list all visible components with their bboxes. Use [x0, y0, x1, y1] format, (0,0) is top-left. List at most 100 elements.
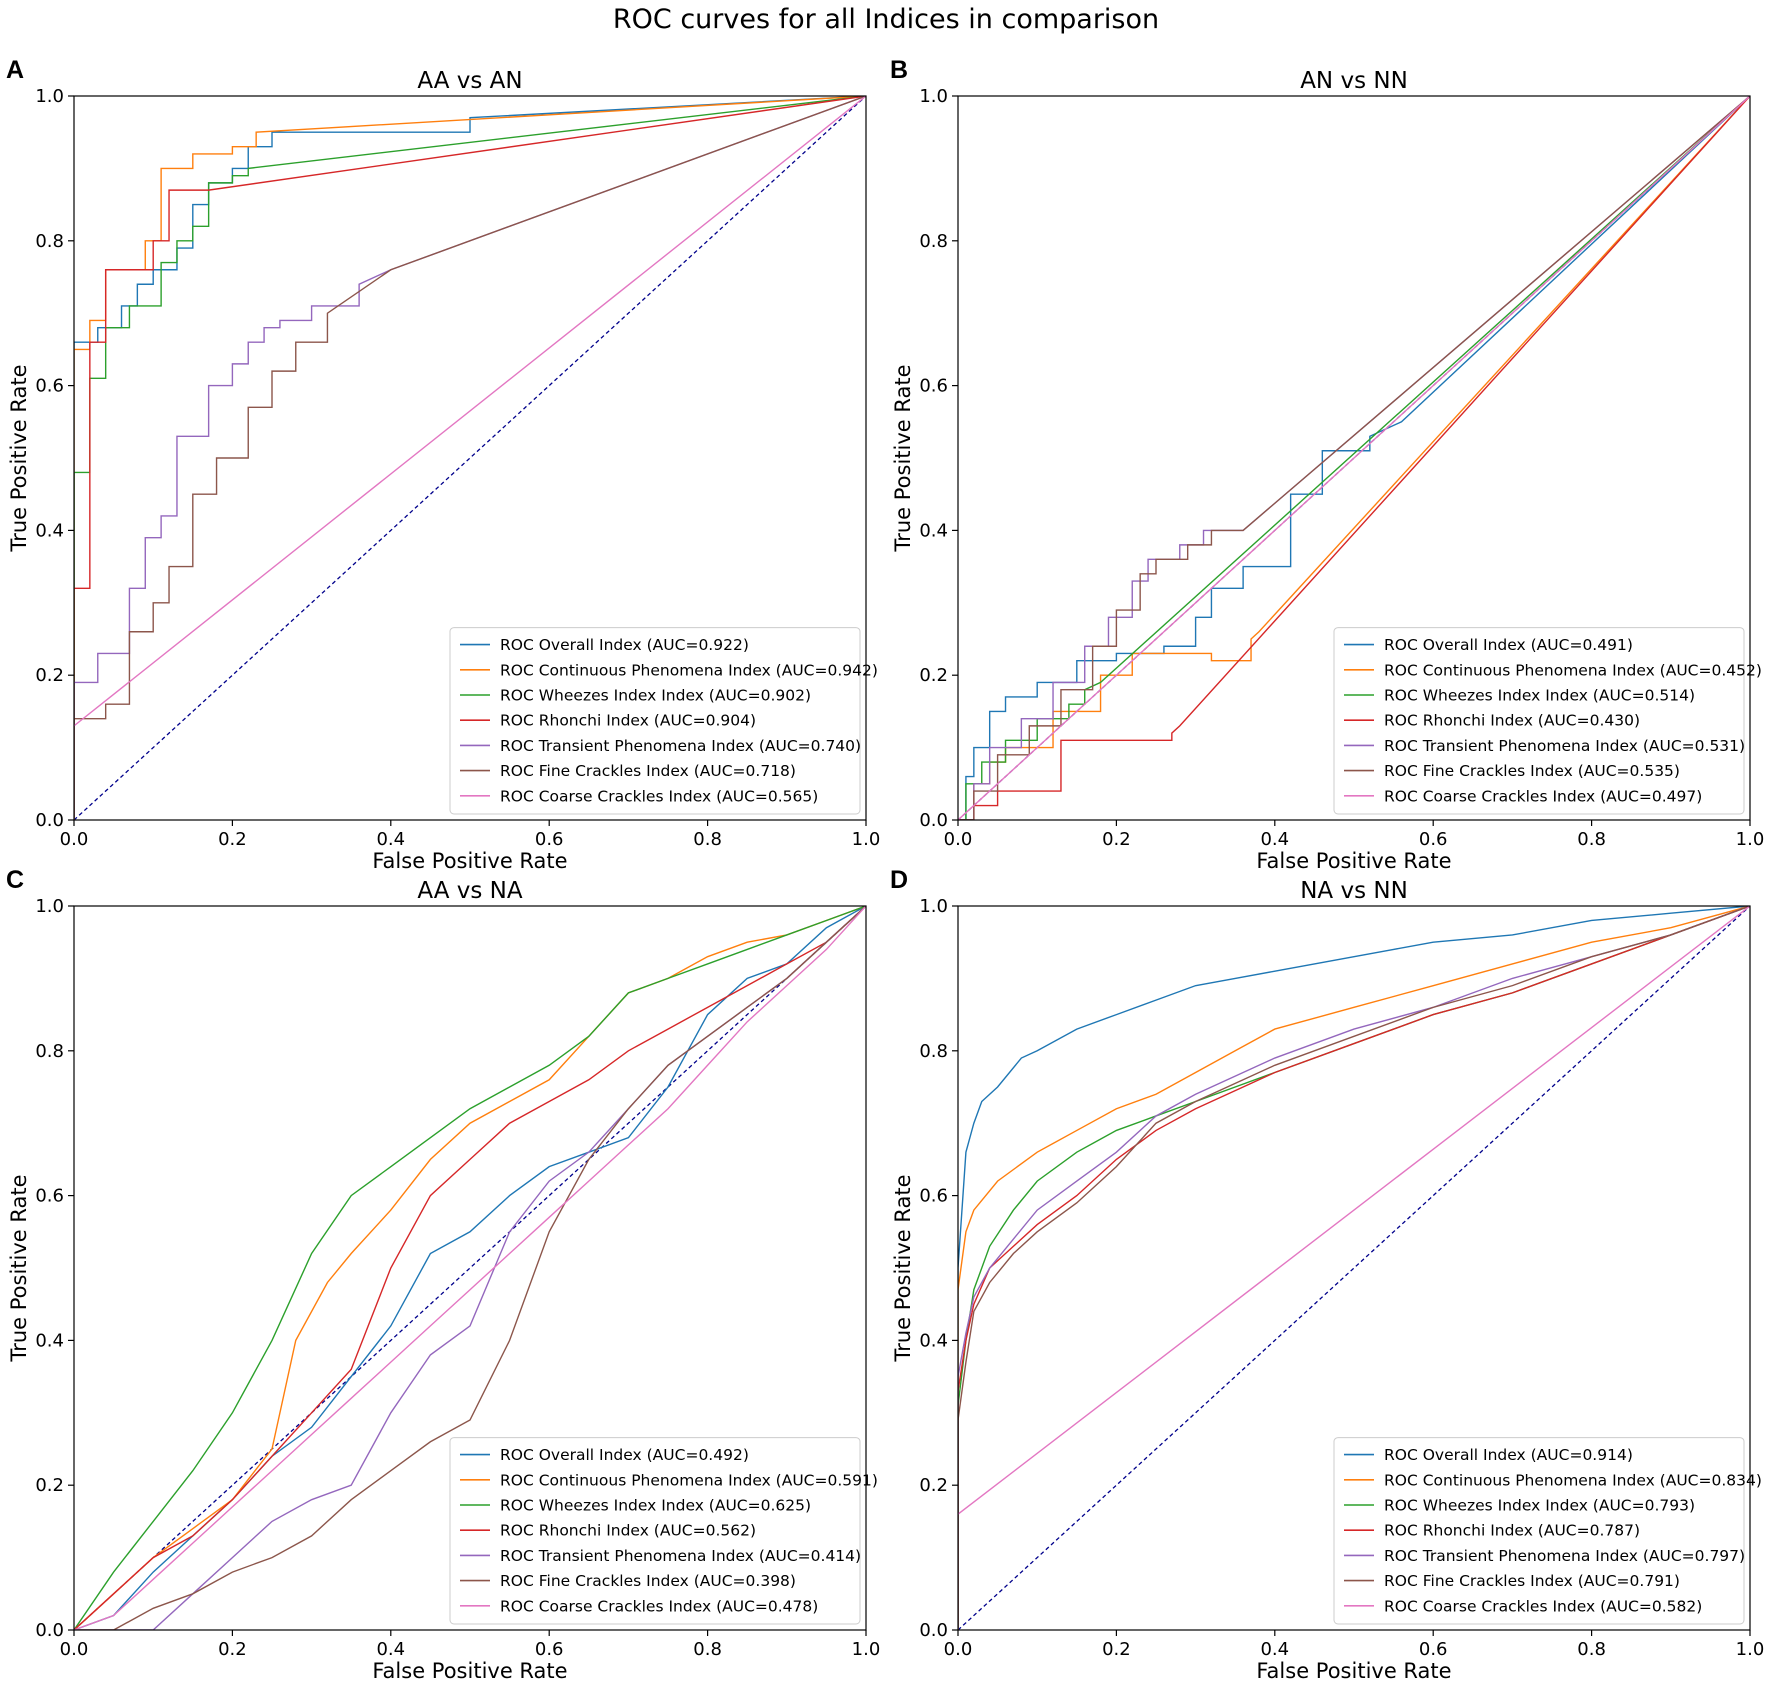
x-axis-label: False Positive Rate [372, 849, 567, 873]
legend-label: ROC Fine Crackles Index (AUC=0.718) [500, 762, 796, 780]
legend-label: ROC Coarse Crackles Index (AUC=0.497) [1384, 787, 1702, 805]
panel-c: C AA vs NA 0.0 0.2 0.4 0.6 0.8 1.0 0.0 0.2 0.4 0.6 0… [6, 866, 880, 1683]
legend-label: ROC Rhonchi Index (AUC=0.562) [500, 1522, 756, 1540]
y-tick-label: 0.0 [919, 810, 948, 831]
legend-label: ROC Rhonchi Index (AUC=0.904) [500, 712, 756, 730]
y-tick-label: 1.0 [919, 86, 948, 107]
chart-title: NA vs NN [1300, 878, 1408, 904]
y-tick-label: 0.0 [35, 810, 64, 831]
x-tick-label: 0.8 [1577, 829, 1606, 850]
panel-letter: D [890, 866, 908, 894]
legend-label: ROC Continuous Phenomena Index (AUC=0.94… [500, 661, 878, 679]
legend: ROC Overall Index (AUC=0.492) ROC Continu… [449, 1437, 878, 1625]
x-tick-label: 0.4 [376, 1639, 405, 1660]
chart-title: AA vs NA [417, 878, 523, 904]
x-tick-label: 0.6 [535, 829, 564, 850]
x-tick-label: 0.4 [376, 829, 405, 850]
x-tick-label: 0.0 [944, 829, 973, 850]
legend-label: ROC Transient Phenomena Index (AUC=0.740… [500, 737, 861, 755]
y-tick-label: 1.0 [919, 896, 948, 917]
panel-letter: C [6, 866, 24, 894]
y-tick-label: 1.0 [35, 896, 64, 917]
y-tick-label: 0.8 [919, 231, 948, 252]
y-tick-label: 0.2 [919, 1475, 948, 1496]
y-tick-label: 0.6 [919, 376, 948, 397]
legend-label: ROC Coarse Crackles Index (AUC=0.478) [500, 1597, 818, 1615]
y-tick-label: 0.8 [35, 231, 64, 252]
y-tick-label: 1.0 [35, 86, 64, 107]
x-axis-label: False Positive Rate [1256, 849, 1451, 873]
series-line-coarse [958, 906, 1750, 1515]
series-line-coarse [74, 96, 866, 727]
legend-label: ROC Rhonchi Index (AUC=0.787) [1384, 1522, 1640, 1540]
legend-label: ROC Overall Index (AUC=0.491) [1384, 636, 1633, 654]
x-axis-label: False Positive Rate [372, 1659, 567, 1683]
y-tick-label: 0.2 [35, 1475, 64, 1496]
y-tick-label: 0.2 [919, 665, 948, 686]
series-line-fine [74, 906, 866, 1630]
y-axis-label: True Positive Rate [891, 1174, 915, 1362]
x-tick-label: 0.8 [693, 829, 722, 850]
legend-label: ROC Coarse Crackles Index (AUC=0.582) [1384, 1597, 1702, 1615]
legend-label: ROC Continuous Phenomena Index (AUC=0.83… [1384, 1471, 1762, 1489]
panel-b: B AN vs NN 0.0 0.2 0.4 0.6 0.8 1.0 0.0 0.2 0.4 0.6 0… [890, 56, 1764, 873]
y-axis-label: True Positive Rate [891, 364, 915, 552]
legend-box [1333, 627, 1745, 815]
x-tick-label: 1.0 [1736, 829, 1765, 850]
panel-letter: B [890, 56, 908, 84]
series-line-coarse [74, 906, 866, 1630]
legend-label: ROC Rhonchi Index (AUC=0.430) [1384, 712, 1640, 730]
legend-box [1333, 1437, 1745, 1625]
legend-label: ROC Fine Crackles Index (AUC=0.535) [1384, 762, 1680, 780]
x-tick-label: 0.0 [60, 829, 89, 850]
panel-letter: A [6, 56, 24, 84]
chance-diagonal [958, 906, 1750, 1630]
legend: ROC Overall Index (AUC=0.922) ROC Continu… [449, 627, 878, 815]
series-line-rhonchi [74, 906, 866, 1630]
y-tick-label: 0.4 [35, 520, 64, 541]
y-tick-label: 0.4 [919, 520, 948, 541]
y-tick-label: 0.2 [35, 665, 64, 686]
x-tick-label: 0.4 [1260, 829, 1289, 850]
series-line-transient [74, 96, 866, 820]
y-tick-label: 0.4 [35, 1330, 64, 1351]
y-tick-label: 0.6 [35, 376, 64, 397]
x-tick-label: 0.2 [218, 829, 247, 850]
x-tick-label: 0.4 [1260, 1639, 1289, 1660]
x-tick-label: 0.6 [1419, 829, 1448, 850]
y-axis-label: True Positive Rate [7, 364, 31, 552]
legend-label: ROC Continuous Phenomena Index (AUC=0.59… [500, 1471, 878, 1489]
series-line-fine [958, 96, 1750, 820]
series-line-transient [958, 906, 1750, 1630]
x-tick-label: 0.2 [218, 1639, 247, 1660]
x-tick-label: 0.6 [535, 1639, 564, 1660]
legend-label: ROC Fine Crackles Index (AUC=0.398) [500, 1572, 796, 1590]
plot-frame [957, 905, 1751, 1631]
x-tick-label: 0.2 [1102, 1639, 1131, 1660]
x-tick-label: 0.6 [1419, 1639, 1448, 1660]
series-line-overall [958, 906, 1750, 1630]
series-line-coarse [958, 96, 1750, 820]
y-tick-label: 0.8 [919, 1041, 948, 1062]
y-tick-label: 0.6 [35, 1186, 64, 1207]
series-line-wheezes [74, 96, 866, 820]
legend-label: ROC Overall Index (AUC=0.914) [1384, 1446, 1633, 1464]
legend-label: ROC Wheezes Index Index (AUC=0.625) [500, 1497, 811, 1515]
legend-label: ROC Transient Phenomena Index (AUC=0.531… [1384, 737, 1745, 755]
x-tick-label: 0.8 [1577, 1639, 1606, 1660]
series-line-fine [74, 96, 866, 820]
legend-label: ROC Transient Phenomena Index (AUC=0.414… [500, 1547, 861, 1565]
chance-diagonal [74, 96, 866, 820]
chart-title: AA vs AN [417, 68, 522, 94]
x-tick-label: 1.0 [852, 829, 881, 850]
panel-d: D NA vs NN 0.0 0.2 0.4 0.6 0.8 1.0 0.0 0.2 0.4 0.6 0… [890, 866, 1764, 1683]
x-axis-label: False Positive Rate [1256, 1659, 1451, 1683]
x-tick-label: 1.0 [852, 1639, 881, 1660]
plot-frame [73, 905, 867, 1631]
y-tick-label: 0.8 [35, 1041, 64, 1062]
y-tick-label: 0.4 [919, 1330, 948, 1351]
panels-container: A AA vs AN 0.0 0.2 0.4 0.6 0.8 1.0 0.0 0.2 0.4 0.6 0… [6, 56, 1764, 1683]
x-tick-label: 1.0 [1736, 1639, 1765, 1660]
legend-label: ROC Transient Phenomena Index (AUC=0.797… [1384, 1547, 1745, 1565]
legend-label: ROC Continuous Phenomena Index (AUC=0.45… [1384, 661, 1762, 679]
